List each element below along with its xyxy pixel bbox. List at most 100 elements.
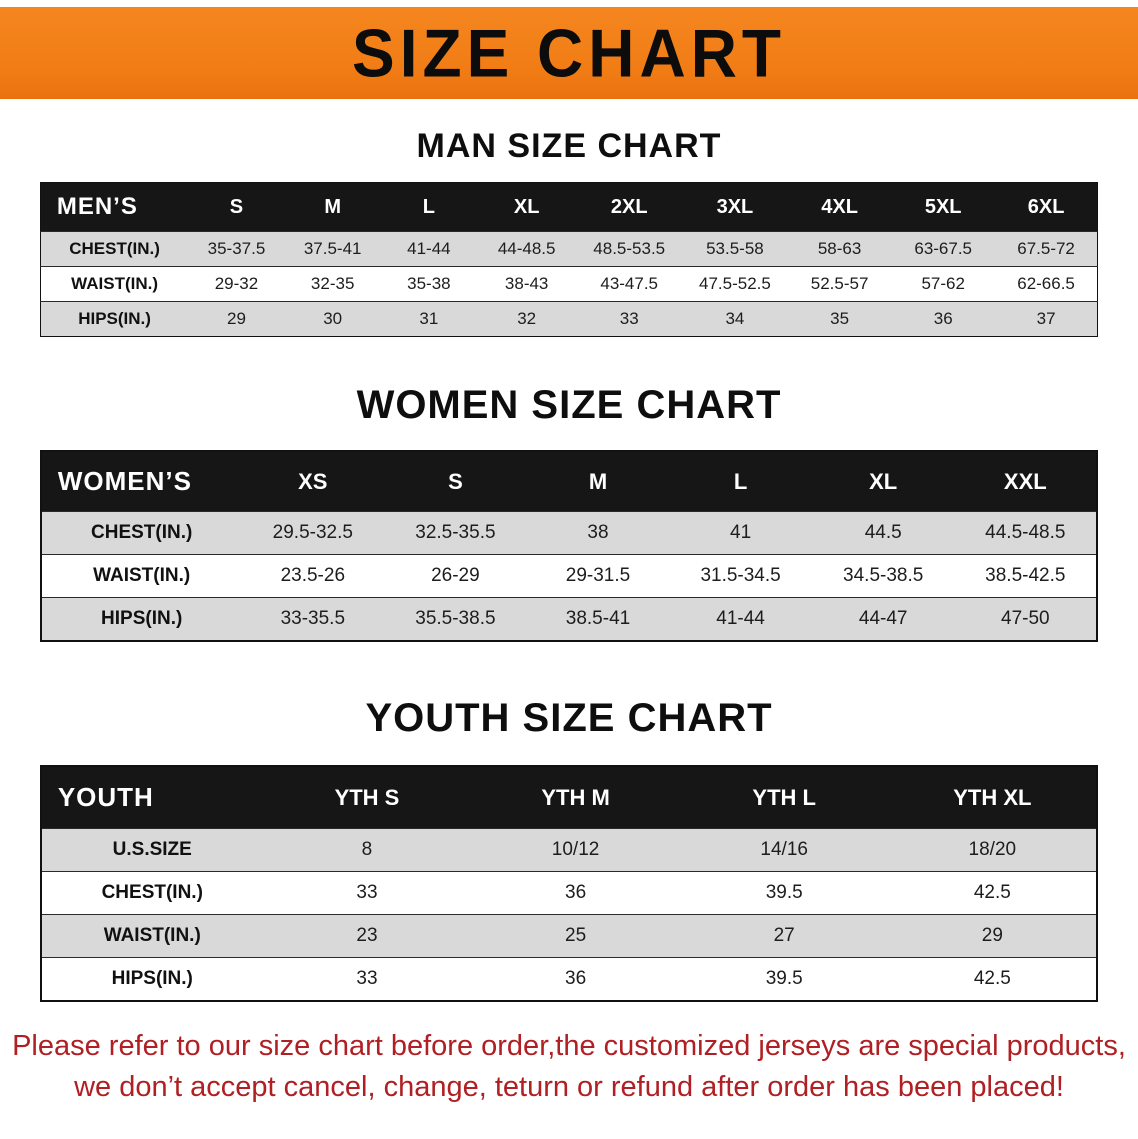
men-col-header: 4XL (787, 182, 892, 232)
women-col-header: M (526, 451, 670, 512)
youth-col-header: YTH L (679, 766, 889, 829)
size-value-cell: 34.5-38.5 (843, 565, 924, 586)
size-value-cell: 36 (565, 882, 587, 903)
row-label: WAIST(IN.) (93, 565, 191, 586)
size-value-cell: 43-47.5 (600, 274, 659, 293)
size-value-cell: 31 (419, 309, 439, 328)
size-value-cell: 29 (981, 925, 1003, 946)
disclaimer: Please refer to our size chart before or… (0, 1026, 1138, 1107)
size-value-cell: 44.5-48.5 (985, 522, 1066, 543)
youth-col-header: YTH M (471, 766, 680, 829)
youth-header-corner: YOUTH (40, 766, 263, 829)
size-value-cell: 42.5 (973, 882, 1011, 903)
size-value-cell: 35.5-38.5 (415, 608, 496, 629)
size-value-cell: 33 (356, 882, 378, 903)
size-value-cell: 42.5 (973, 968, 1011, 989)
women-header-row: WOMEN’S XS S M L XL XXL (40, 451, 1098, 512)
size-value-cell: 32-35 (310, 274, 355, 293)
size-value-cell: 63-67.5 (914, 239, 973, 258)
women-section: WOMEN SIZE CHART WOMEN’S XS S M L XL XXL… (0, 383, 1138, 642)
size-value-cell: 31.5-34.5 (700, 565, 781, 586)
men-col-header: 5XL (891, 182, 995, 232)
size-value-cell: 33 (356, 968, 378, 989)
women-hips-row: HIPS(IN.) 33-35.5 35.5-38.5 38.5-41 41-4… (40, 597, 1098, 641)
size-value-cell: 34 (725, 309, 745, 328)
size-value-cell: 48.5-53.5 (593, 239, 666, 258)
men-chest-row: CHEST(IN.) 35-37.5 37.5-41 41-44 44-48.5… (40, 231, 1098, 267)
row-label: CHEST(IN.) (101, 882, 203, 903)
size-value-cell: 30 (323, 309, 343, 328)
women-waist-row: WAIST(IN.) 23.5-26 26-29 29-31.5 31.5-34… (40, 554, 1098, 598)
men-hips-row: HIPS(IN.) 29 30 31 32 33 34 35 36 37 (40, 301, 1098, 337)
size-value-cell: 44-48.5 (497, 239, 556, 258)
size-value-cell: 32 (517, 309, 537, 328)
women-col-header: XXL (954, 451, 1098, 512)
size-value-cell: 38-43 (504, 274, 549, 293)
size-value-cell: 29-32 (214, 274, 259, 293)
disclaimer-line-1: Please refer to our size chart before or… (12, 1030, 1126, 1062)
women-col-header: L (669, 451, 812, 512)
size-value-cell: 38.5-41 (565, 608, 631, 629)
row-label: CHEST(IN.) (91, 522, 193, 543)
size-value-cell: 47.5-52.5 (699, 274, 771, 293)
size-value-cell: 32.5-35.5 (415, 522, 496, 543)
size-value-cell: 25 (565, 925, 587, 946)
size-value-cell: 67.5-72 (1017, 239, 1075, 258)
women-header-corner: WOMEN’S (40, 451, 242, 512)
youth-header-row: YOUTH YTH S YTH M YTH L YTH XL (40, 766, 1098, 829)
row-label: HIPS(IN.) (101, 608, 183, 629)
youth-size-table: YOUTH YTH S YTH M YTH L YTH XL U.S.SIZE … (39, 765, 1099, 1002)
size-value-cell: 10/12 (551, 839, 600, 860)
size-value-cell: 8 (361, 839, 373, 860)
men-col-header: L (380, 182, 477, 232)
row-label: WAIST(IN.) (71, 274, 159, 293)
men-section: MAN SIZE CHART MEN’S S M L XL 2XL 3XL 4X… (0, 127, 1138, 337)
youth-section: YOUTH SIZE CHART YOUTH YTH S YTH M YTH L… (0, 696, 1138, 1002)
size-value-cell: 26-29 (431, 565, 480, 586)
men-size-table: MEN’S S M L XL 2XL 3XL 4XL 5XL 6XL CHEST… (39, 182, 1099, 337)
women-section-title: WOMEN SIZE CHART (356, 383, 782, 427)
men-waist-row: WAIST(IN.) 29-32 32-35 35-38 38-43 43-47… (40, 266, 1098, 302)
youth-chest-row: CHEST(IN.) 33 36 39.5 42.5 (40, 871, 1098, 915)
size-value-cell: 35-37.5 (207, 239, 266, 258)
size-value-cell: 38.5-42.5 (985, 565, 1066, 586)
size-value-cell: 23 (356, 925, 378, 946)
women-size-table: WOMEN’S XS S M L XL XXL CHEST(IN.) 29.5-… (39, 450, 1099, 642)
size-value-cell: 36 (565, 968, 587, 989)
size-value-cell: 33-35.5 (280, 608, 346, 629)
men-col-header: S (188, 182, 285, 232)
row-label: U.S.SIZE (112, 839, 192, 860)
size-value-cell: 37.5-41 (303, 239, 362, 258)
men-col-header: XL (476, 182, 577, 232)
disclaimer-line-2: we don’t accept cancel, change, teturn o… (74, 1070, 1064, 1103)
youth-col-header: YTH S (262, 766, 472, 829)
size-value-cell: 57-62 (921, 274, 965, 293)
size-value-cell: 44-47 (858, 608, 908, 629)
youth-section-title: YOUTH SIZE CHART (365, 696, 773, 740)
banner-title: SIZE CHART (352, 14, 786, 92)
size-value-cell: 38 (587, 522, 609, 543)
women-chest-row: CHEST(IN.) 29.5-32.5 32.5-35.5 38 41 44.… (40, 511, 1098, 555)
men-col-header: 3XL (682, 182, 788, 232)
size-value-cell: 27 (773, 925, 795, 946)
size-value-cell: 35 (830, 309, 850, 328)
size-value-cell: 39.5 (765, 882, 803, 903)
men-header-corner: MEN’S (40, 182, 189, 232)
size-value-cell: 35-38 (407, 274, 451, 293)
youth-col-header: YTH XL (888, 766, 1098, 829)
row-label: CHEST(IN.) (69, 239, 160, 258)
youth-ussize-row: U.S.SIZE 8 10/12 14/16 18/20 (40, 828, 1098, 872)
size-value-cell: 53.5-58 (706, 239, 764, 258)
size-value-cell: 41-44 (716, 608, 765, 629)
men-header-row: MEN’S S M L XL 2XL 3XL 4XL 5XL 6XL (40, 182, 1098, 232)
size-value-cell: 62-66.5 (1017, 274, 1075, 293)
size-value-cell: 14/16 (760, 839, 808, 860)
women-col-header: XL (811, 451, 955, 512)
size-value-cell: 37 (1036, 309, 1056, 328)
men-section-title: MAN SIZE CHART (416, 127, 722, 165)
size-value-cell: 29 (227, 309, 246, 328)
banner: SIZE CHART (0, 7, 1138, 99)
size-chart-page: SIZE CHART MAN SIZE CHART MEN’S S M L XL… (0, 7, 1138, 1107)
youth-waist-row: WAIST(IN.) 23 25 27 29 (40, 914, 1098, 958)
size-value-cell: 29.5-32.5 (272, 522, 353, 543)
